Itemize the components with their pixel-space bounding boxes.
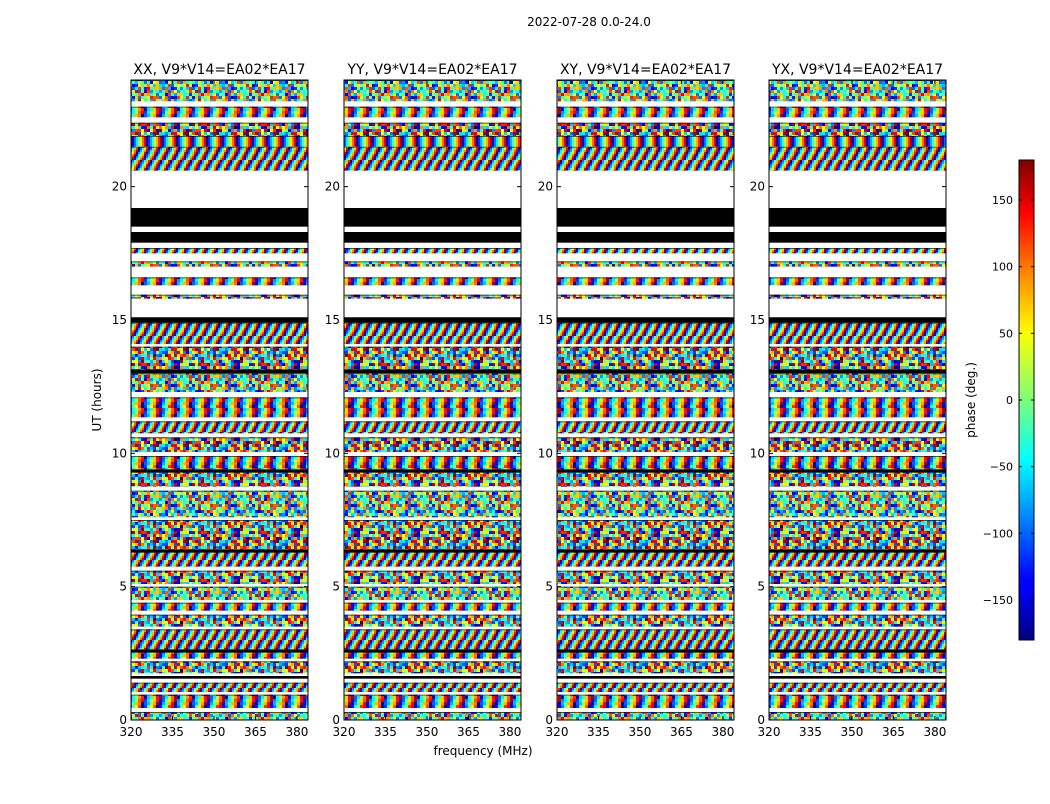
colorbar-tick-label: −50 <box>990 461 1013 474</box>
x-tick-label: 320 <box>120 725 143 739</box>
panel-4: YX, V9*V14=EA02*EA17 320 335 350 365 380 0 5 10 1… <box>750 62 947 739</box>
y-tick-label: 5 <box>757 580 765 594</box>
y-tick-label: 0 <box>545 713 553 727</box>
panel-1-waterfall-image <box>131 80 308 720</box>
x-tick-label: 350 <box>629 725 652 739</box>
colorbar-tick-label: 100 <box>992 261 1013 274</box>
panel-3: XY, V9*V14=EA02*EA17 320 335 350 365 380 0 5 10 1… <box>538 62 735 739</box>
y-tick-label: 15 <box>112 313 127 327</box>
x-tick-label: 320 <box>546 725 569 739</box>
y-tick-label: 0 <box>119 713 127 727</box>
y-tick-label: 10 <box>112 446 127 460</box>
x-tick-label: 335 <box>374 725 397 739</box>
x-tick-label: 365 <box>670 725 693 739</box>
colorbar: −150 −100 −50 0 50 100 150 phase (deg.) <box>964 159 1035 641</box>
x-tick-label: 320 <box>333 725 356 739</box>
panel-4-title: YX, V9*V14=EA02*EA17 <box>771 62 943 78</box>
y-tick-label: 5 <box>332 580 340 594</box>
x-axis-label: frequency (MHz) <box>433 744 532 758</box>
colorbar-tick-label: 50 <box>999 327 1013 340</box>
panel-4-waterfall-image <box>769 80 946 720</box>
panel-2-title: YY, V9*V14=EA02*EA17 <box>346 62 517 78</box>
x-tick-label: 365 <box>457 725 480 739</box>
x-tick-label: 365 <box>244 725 267 739</box>
x-tick-label: 335 <box>799 725 822 739</box>
x-tick-label: 380 <box>285 725 308 739</box>
panels-group: XX, V9*V14=EA02*EA17 320 335 350 365 380 0 5 10 1… <box>112 62 947 739</box>
panel-1-title: XX, V9*V14=EA02*EA17 <box>133 62 305 78</box>
y-tick-label: 0 <box>332 713 340 727</box>
y-tick-label: 20 <box>538 180 553 194</box>
panel-2-frame <box>343 79 522 721</box>
y-axis-label: UT (hours) <box>90 368 104 431</box>
colorbar-tick-label: 0 <box>1006 394 1013 407</box>
x-tick-label: 380 <box>711 725 734 739</box>
x-tick-label: 335 <box>161 725 184 739</box>
x-tick-label: 320 <box>758 725 781 739</box>
x-tick-label: 350 <box>841 725 864 739</box>
y-tick-label: 5 <box>545 580 553 594</box>
y-tick-label: 15 <box>538 313 553 327</box>
y-tick-label: 20 <box>325 180 340 194</box>
panel-3-waterfall-image <box>557 80 734 720</box>
panel-3-frame <box>556 79 735 721</box>
y-tick-label: 0 <box>757 713 765 727</box>
panel-1: XX, V9*V14=EA02*EA17 320 335 350 365 380 0 5 10 1… <box>112 62 309 739</box>
y-tick-label: 15 <box>325 313 340 327</box>
y-tick-label: 20 <box>750 180 765 194</box>
colorbar-ticks: −150 −100 −50 0 50 100 150 <box>983 194 1034 607</box>
x-tick-label: 350 <box>416 725 439 739</box>
y-tick-label: 10 <box>538 446 553 460</box>
x-tick-label: 380 <box>498 725 521 739</box>
y-tick-label: 10 <box>325 446 340 460</box>
x-tick-label: 380 <box>923 725 946 739</box>
panel-1-frame <box>130 79 309 721</box>
colorbar-tick-label: 150 <box>992 194 1013 207</box>
panel-2-waterfall-image <box>344 80 521 720</box>
y-tick-label: 20 <box>112 180 127 194</box>
panel-3-title: XY, V9*V14=EA02*EA17 <box>560 62 731 78</box>
y-tick-label: 5 <box>119 580 127 594</box>
figure-suptitle: 2022-07-28 0.0-24.0 <box>527 15 651 29</box>
panel-4-frame <box>768 79 947 721</box>
y-tick-label: 10 <box>750 446 765 460</box>
colorbar-label: phase (deg.) <box>964 362 978 438</box>
colorbar-tick-label: −100 <box>983 527 1013 540</box>
x-tick-label: 335 <box>587 725 610 739</box>
y-tick-label: 15 <box>750 313 765 327</box>
x-tick-label: 365 <box>882 725 905 739</box>
panel-2: YY, V9*V14=EA02*EA17 320 335 350 365 380 0 5 10 1… <box>325 62 522 739</box>
x-tick-label: 350 <box>203 725 226 739</box>
colorbar-tick-label: −150 <box>983 594 1013 607</box>
